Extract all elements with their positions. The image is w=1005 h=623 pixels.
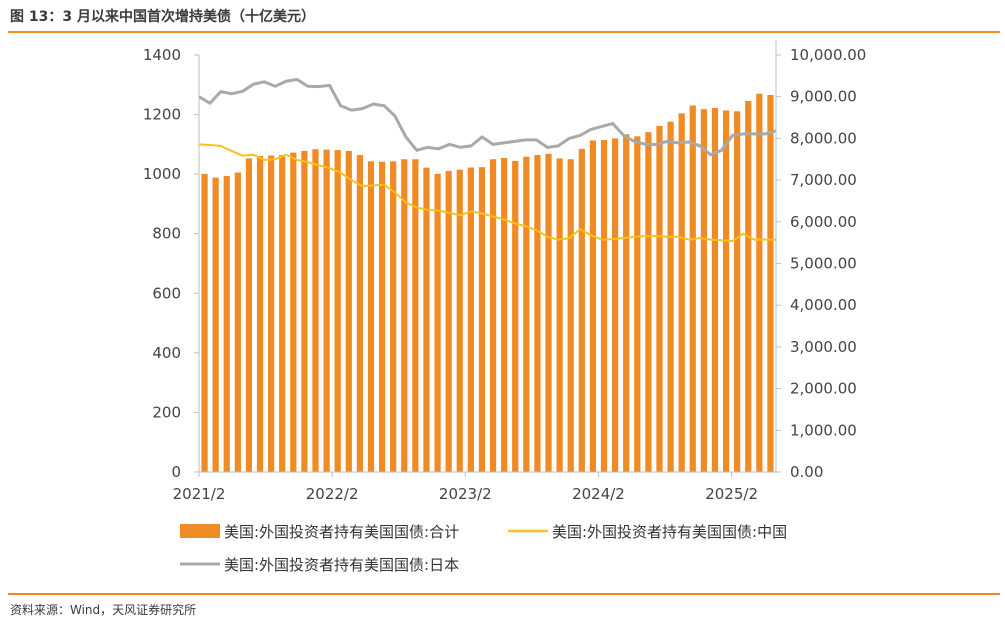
right-tick-label-5: 5,000.00 xyxy=(790,255,857,273)
x-tick-label-3: 2024/2 xyxy=(572,485,625,503)
left-tick-label-4: 800 xyxy=(152,225,181,243)
bar-total-45 xyxy=(700,109,707,473)
bar-total-32 xyxy=(556,158,563,473)
left-tick-label-6: 1200 xyxy=(143,106,181,124)
left-tick-label-7: 1400 xyxy=(143,46,181,64)
bar-total-8 xyxy=(290,152,297,472)
bar-total-10 xyxy=(312,149,319,473)
line-japan xyxy=(198,77,777,157)
bar-total-26 xyxy=(489,159,497,472)
left-tick-label-1: 200 xyxy=(152,403,181,421)
bar-total-5 xyxy=(256,155,264,472)
right-tick-label-6: 6,000.00 xyxy=(790,213,857,231)
bar-total-27 xyxy=(501,158,508,472)
x-tick-label-2: 2023/2 xyxy=(439,485,492,503)
bar-total-14 xyxy=(356,155,363,472)
axes: 0 200 400 600 800 1000 1200 1400 0.00 1,000.00 2,0… xyxy=(143,40,866,503)
bar-total-4 xyxy=(245,158,253,473)
bar-total-33 xyxy=(567,159,574,472)
right-tick-label-0: 0.00 xyxy=(790,463,823,481)
bar-total-7 xyxy=(279,155,286,472)
bar-total-16 xyxy=(378,161,386,472)
legend-swatch-total xyxy=(180,524,220,538)
bar-total-6 xyxy=(268,155,275,472)
right-tick-label-1: 1,000.00 xyxy=(790,421,857,439)
bar-total-46 xyxy=(711,107,719,473)
right-tick-label-3: 3,000.00 xyxy=(790,338,857,356)
bar-total-15 xyxy=(367,161,375,472)
bar-total-31 xyxy=(545,153,552,472)
bar-total-44 xyxy=(689,105,696,473)
bar-total-3 xyxy=(234,172,241,472)
right-tick-label-9: 9,000.00 xyxy=(790,88,857,106)
bar-total-21 xyxy=(434,173,441,472)
line-china xyxy=(198,143,776,243)
right-tick-label-7: 7,000.00 xyxy=(790,171,857,189)
legend-label-japan: 美国:外国投资者持有美国国债:日本 xyxy=(224,556,459,574)
x-tick-label-1: 2022/2 xyxy=(306,485,359,503)
left-tick-label-5: 1000 xyxy=(143,165,181,183)
bar-total-23 xyxy=(456,169,463,472)
bar-total-2 xyxy=(223,175,230,472)
bar-total-35 xyxy=(589,140,597,473)
bar-total-42 xyxy=(667,121,674,472)
bar-total-13 xyxy=(345,150,352,472)
bar-total-28 xyxy=(512,160,519,473)
bar-total-49 xyxy=(745,100,752,473)
right-tick-label-4: 4,000.00 xyxy=(790,296,857,314)
bar-total-0 xyxy=(201,173,208,472)
left-tick-label-3: 600 xyxy=(152,284,181,302)
left-tick-label-0: 0 xyxy=(171,463,181,481)
bar-total-22 xyxy=(445,170,452,472)
bar-total-36 xyxy=(600,140,608,472)
bar-total-25 xyxy=(478,167,486,473)
bottom-divider xyxy=(8,593,1000,595)
bar-total-50 xyxy=(756,93,763,472)
legend-label-china: 美国:外国投资者持有美国国债:中国 xyxy=(552,523,787,541)
bars-series-total xyxy=(201,93,774,473)
bar-total-34 xyxy=(578,148,585,472)
bar-total-39 xyxy=(634,136,641,472)
figure-title: 图 13：3 月以来中国首次增持美债（十亿美元） xyxy=(10,9,315,25)
legend-label-total: 美国:外国投资者持有美国国债:合计 xyxy=(224,523,459,541)
top-divider xyxy=(8,31,1000,33)
bar-total-1 xyxy=(212,177,219,472)
legend: 美国:外国投资者持有美国国债:合计 美国:外国投资者持有美国国债:中国美国:外国投… xyxy=(180,523,787,574)
bar-total-40 xyxy=(645,132,652,472)
bar-total-51 xyxy=(767,95,774,472)
bar-total-48 xyxy=(734,111,741,473)
x-tick-label-0: 2021/2 xyxy=(173,485,226,503)
bar-total-29 xyxy=(523,156,530,472)
bar-total-12 xyxy=(334,150,341,472)
bar-total-20 xyxy=(423,167,430,472)
bar-total-17 xyxy=(390,161,397,472)
bar-total-24 xyxy=(467,167,474,472)
bar-total-19 xyxy=(412,159,419,472)
bar-total-11 xyxy=(323,149,330,472)
bar-total-9 xyxy=(301,150,308,472)
source-note: 资料来源：Wind，天风证券研究所 xyxy=(10,603,197,617)
bar-total-41 xyxy=(656,125,663,472)
bar-total-38 xyxy=(623,134,630,473)
bar-total-37 xyxy=(612,138,619,472)
left-tick-label-2: 400 xyxy=(152,344,181,362)
bar-total-18 xyxy=(401,159,408,472)
x-tick-label-4: 2025/2 xyxy=(705,485,758,503)
line-series-layer xyxy=(198,77,777,243)
right-tick-label-8: 8,000.00 xyxy=(790,129,857,147)
right-tick-label-2: 2,000.00 xyxy=(790,380,857,398)
bar-total-47 xyxy=(722,110,730,473)
bar-total-43 xyxy=(678,113,685,472)
bar-total-30 xyxy=(534,155,541,472)
right-tick-label-10: 10,000.00 xyxy=(790,46,866,64)
